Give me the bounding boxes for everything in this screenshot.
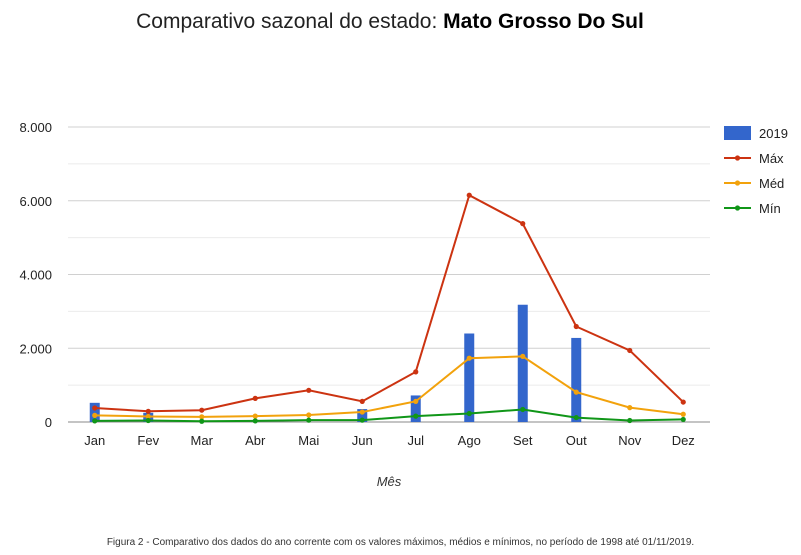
point-Méd: [92, 412, 98, 418]
x-tick-label: Abr: [245, 433, 266, 448]
point-Máx: [413, 369, 419, 375]
point-Mín: [466, 410, 472, 417]
point-Máx: [680, 399, 686, 405]
point-Méd: [306, 412, 312, 418]
line-Méd: [94, 355, 684, 418]
bar-2019: [517, 304, 528, 422]
x-axis-title: Mês: [377, 474, 402, 489]
line-Máx: [94, 193, 684, 413]
point-Méd: [252, 413, 258, 419]
point-Máx: [306, 387, 312, 393]
point-Méd: [627, 405, 633, 411]
point-Máx: [466, 192, 472, 198]
x-tick-label: Ago: [458, 433, 481, 448]
legend-label: Mín: [759, 201, 781, 216]
legend-label: Máx: [759, 151, 784, 166]
point-Mín: [92, 418, 98, 424]
point-Méd: [359, 409, 365, 415]
y-tick-label: 4.000: [19, 268, 52, 283]
legend-label: 2019: [759, 126, 788, 141]
legend-swatch-dot: [734, 155, 741, 161]
point-Máx: [145, 408, 151, 414]
x-tick-label: Nov: [618, 433, 642, 448]
x-tick-label: Out: [566, 433, 587, 448]
chart-title: Comparativo sazonal do estado: Mato Gros…: [0, 10, 780, 34]
point-Mín: [680, 416, 686, 423]
point-Méd: [680, 411, 686, 417]
legend-swatch: [724, 126, 751, 140]
point-Mín: [252, 418, 258, 424]
point-Mín: [359, 417, 365, 423]
point-Máx: [627, 347, 633, 354]
x-tick-label: Jan: [84, 433, 105, 448]
point-Mín: [145, 417, 151, 424]
point-Máx: [199, 407, 205, 413]
bar-2019: [571, 337, 582, 422]
bar-2019: [89, 402, 100, 422]
chart-canvas: 0 2.000 4.000 6.000 8.000 Jan Fev Mar Abr Mai Jun J…: [19, 120, 788, 489]
chart-title-prefix: Comparativo sazonal do estado:: [136, 10, 444, 33]
point-Méd: [199, 414, 205, 420]
chart-title-state: Mato Grosso Do Sul: [443, 10, 644, 33]
y-tick-label: 8.000: [19, 120, 52, 135]
y-tick-label: 0: [45, 415, 52, 430]
x-tick-label: Fev: [137, 433, 159, 448]
point-Mín: [520, 406, 526, 413]
bar-2019: [464, 333, 475, 422]
y-tick-label: 2.000: [19, 341, 52, 356]
point-Méd: [573, 389, 579, 395]
point-Máx: [359, 398, 365, 404]
point-Máx: [252, 395, 258, 401]
y-tick-label: 6.000: [19, 194, 52, 209]
x-tick-label: Mai: [298, 433, 319, 448]
point-Mín: [573, 414, 579, 421]
legend-swatch-dot: [734, 180, 741, 186]
bar-2019: [410, 395, 421, 422]
point-Máx: [92, 405, 98, 411]
point-Méd: [466, 355, 472, 361]
x-tick-label: Jul: [407, 433, 424, 448]
point-Méd: [413, 398, 419, 404]
line-Mín: [94, 408, 684, 423]
point-Máx: [520, 221, 526, 227]
point-Mín: [627, 417, 633, 424]
point-Máx: [573, 323, 579, 330]
point-Mín: [306, 417, 312, 423]
x-tick-label: Mar: [191, 433, 214, 448]
figure-caption: Figura 2 - Comparativo dos dados do ano …: [106, 537, 695, 548]
x-tick-label: Set: [513, 433, 533, 448]
legend-label: Méd: [759, 176, 784, 191]
point-Méd: [145, 413, 151, 420]
point-Mín: [413, 413, 419, 419]
legend-swatch-dot: [734, 205, 741, 211]
x-tick-label: Jun: [352, 433, 373, 448]
point-Méd: [520, 353, 526, 359]
x-tick-label: Dez: [672, 433, 695, 448]
point-Mín: [199, 418, 205, 424]
bar-2019: [357, 409, 368, 422]
